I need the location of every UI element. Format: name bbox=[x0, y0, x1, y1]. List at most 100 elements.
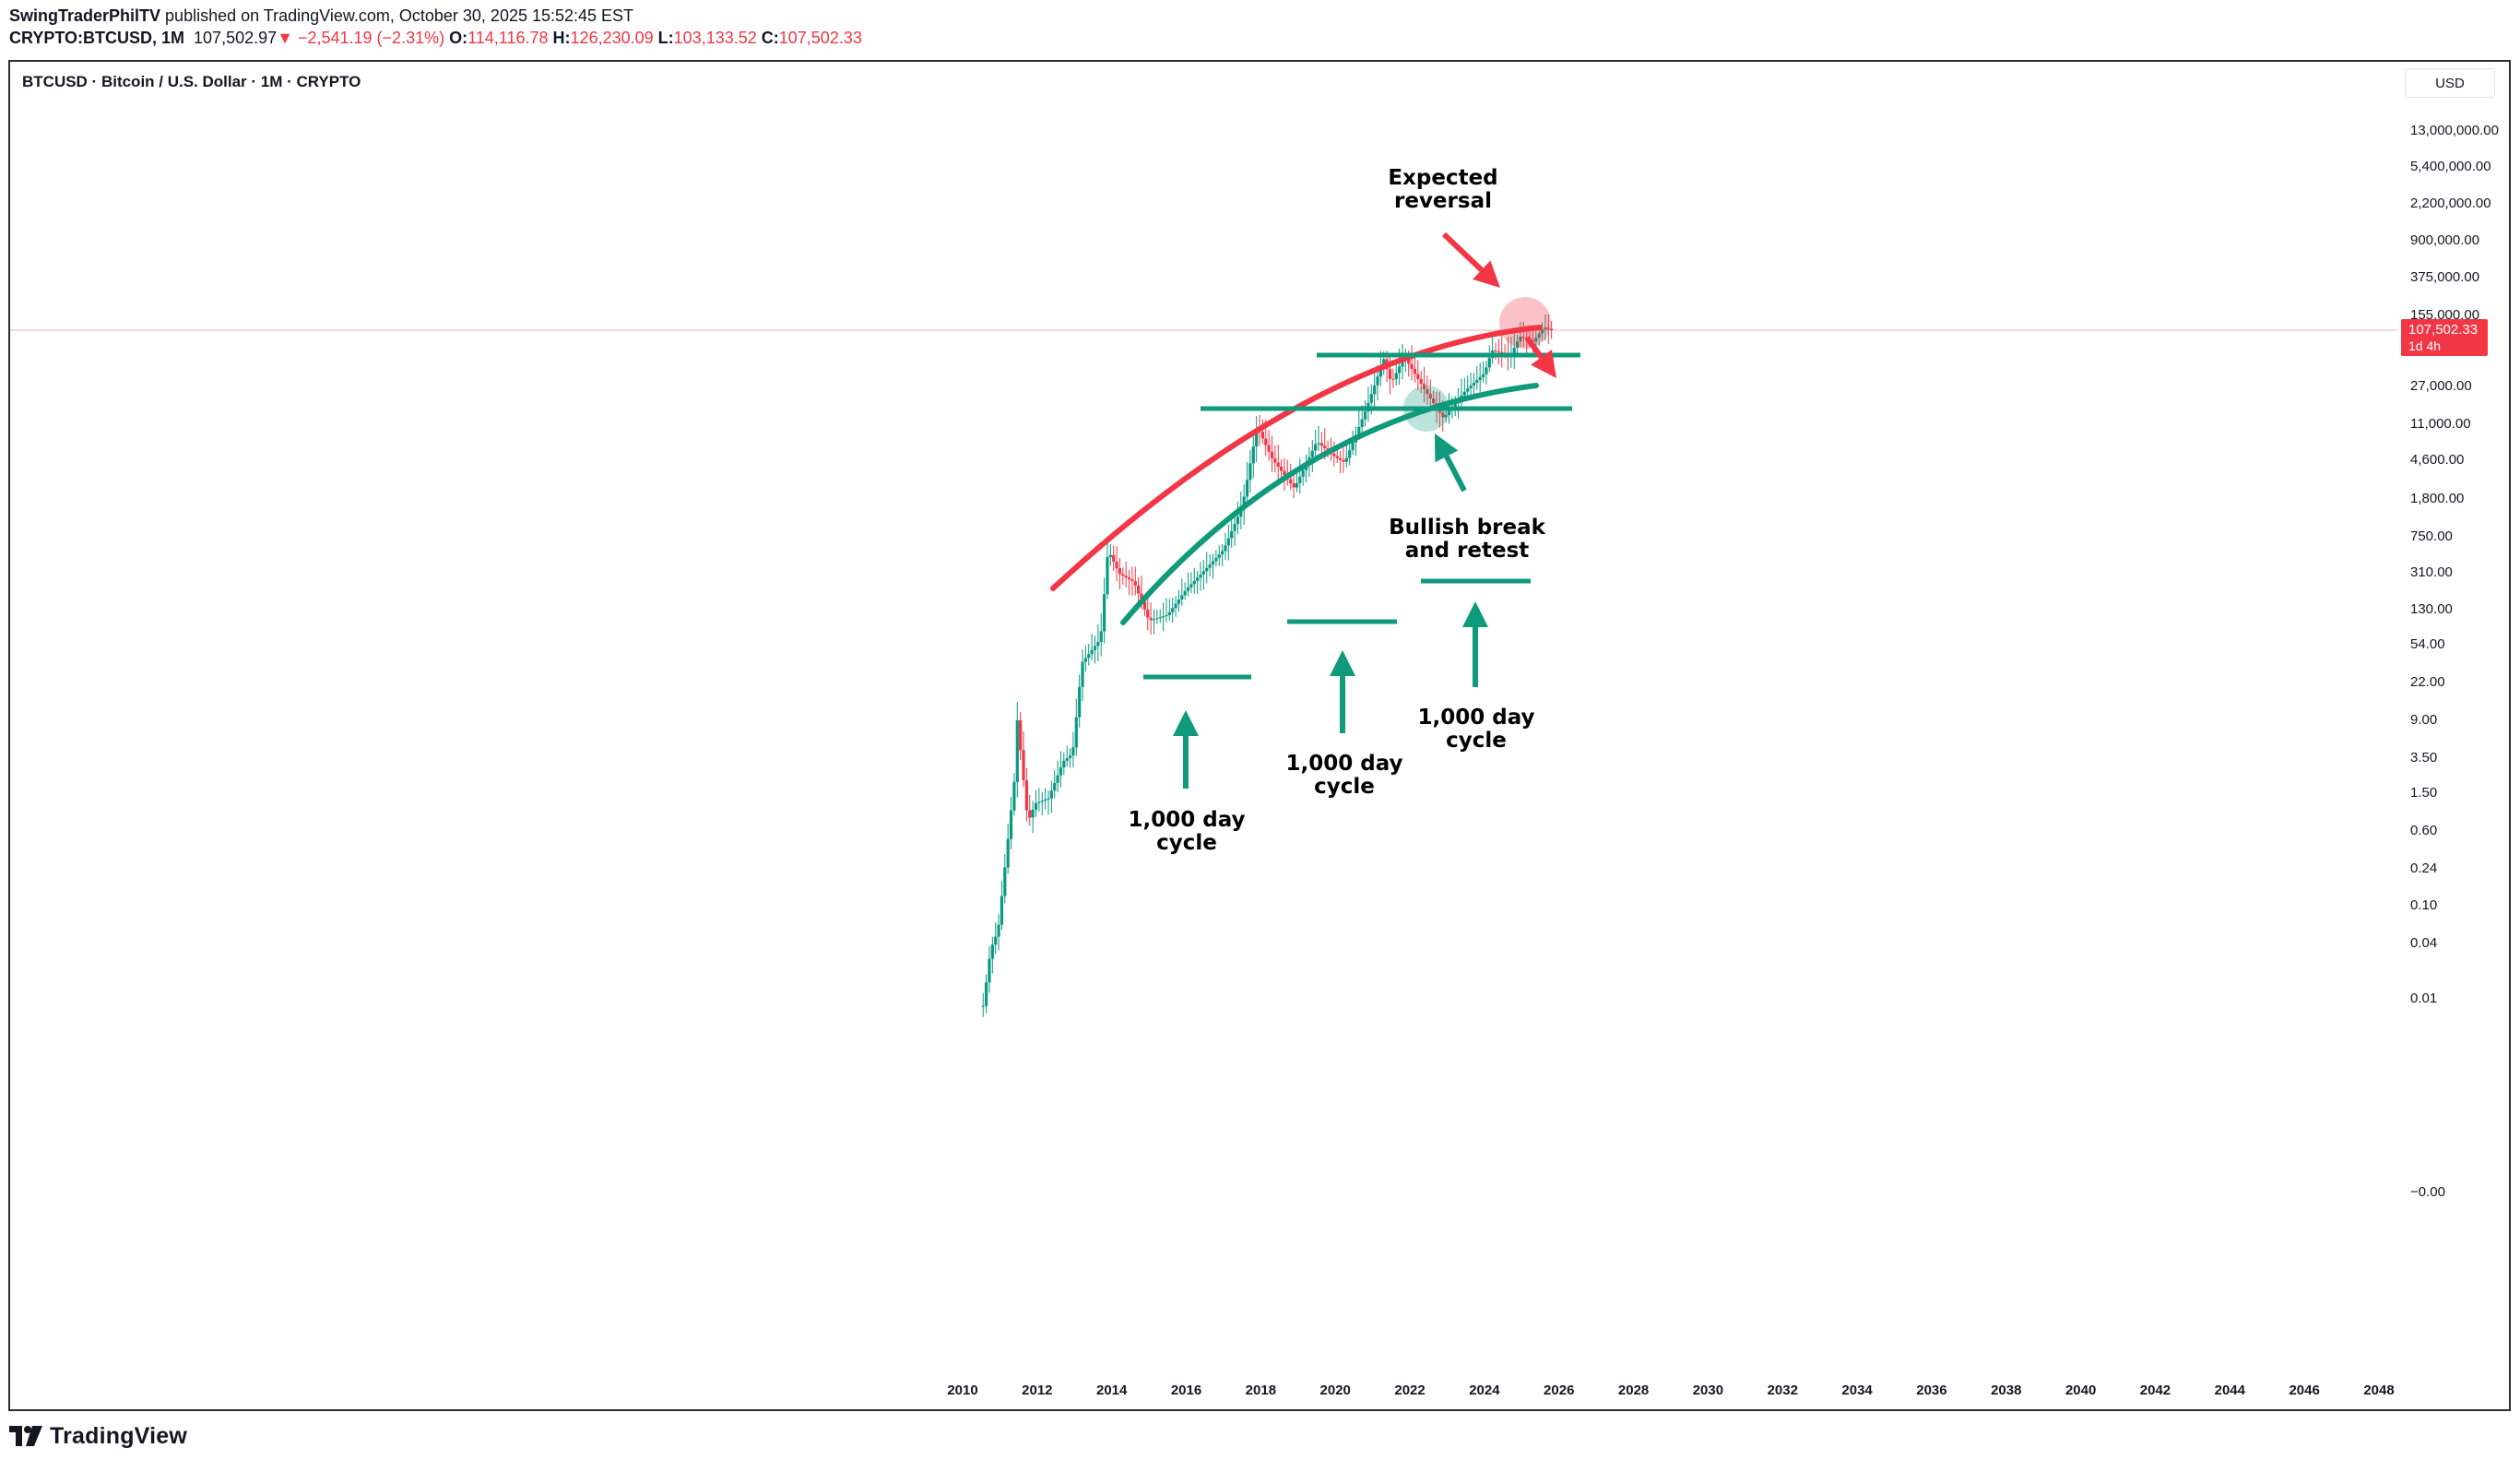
candle-body bbox=[1071, 747, 1075, 756]
published-text: published on TradingView.com, October 30… bbox=[165, 6, 634, 25]
y-tick-label: 27,000.00 bbox=[2410, 378, 2472, 394]
candle-body bbox=[1037, 801, 1041, 803]
close-label: C: bbox=[761, 29, 779, 47]
candle-body bbox=[1391, 378, 1395, 380]
candle-body bbox=[1208, 564, 1212, 568]
candle-body bbox=[1512, 348, 1516, 354]
candle-body bbox=[1108, 554, 1112, 558]
candle-body bbox=[1494, 350, 1497, 352]
annotation-text: 1,000 day cycle bbox=[1417, 706, 1534, 753]
candle-body bbox=[1236, 516, 1240, 525]
currency-button[interactable]: USD bbox=[2405, 68, 2495, 98]
down-triangle-icon: ▼ bbox=[277, 29, 293, 47]
candle-body bbox=[1447, 410, 1451, 415]
annotation-text: 1,000 day cycle bbox=[1128, 808, 1245, 855]
candle-body bbox=[1416, 374, 1420, 379]
open-value: 114,116.78 bbox=[467, 29, 549, 47]
candle-body bbox=[1142, 601, 1146, 610]
ohlc-header: CRYPTO:BTCUSD, 1M 107,502.97▼ −2,541.19 … bbox=[9, 28, 862, 48]
candle-body bbox=[1521, 337, 1525, 338]
candle-body bbox=[1078, 686, 1082, 718]
candle-body bbox=[1466, 388, 1470, 392]
candle-body bbox=[1422, 384, 1426, 389]
x-tick-label: 2020 bbox=[1320, 1383, 1351, 1398]
y-tick-label: 54.00 bbox=[2410, 636, 2445, 652]
candle-body bbox=[1099, 631, 1103, 643]
price-change: −2,541.19 (−2.31%) bbox=[297, 29, 445, 47]
candle-body bbox=[1540, 329, 1544, 334]
candle-body bbox=[1205, 567, 1209, 572]
candle-body bbox=[997, 924, 1000, 937]
candle-body bbox=[1497, 350, 1500, 352]
resistance-arc bbox=[1050, 325, 1543, 591]
open-label: O: bbox=[449, 29, 468, 47]
candle-body bbox=[1369, 394, 1373, 403]
candle-body bbox=[1167, 611, 1171, 615]
candle-body bbox=[1335, 456, 1339, 458]
candle-body bbox=[988, 958, 991, 983]
x-tick-label: 2036 bbox=[1916, 1383, 1946, 1398]
y-tick-label: 0.01 bbox=[2410, 991, 2437, 1006]
author-name[interactable]: SwingTraderPhilTV bbox=[9, 6, 161, 25]
candle-body bbox=[1180, 595, 1184, 599]
candle-body bbox=[1260, 432, 1264, 439]
candle-body bbox=[1118, 568, 1122, 575]
candle-body bbox=[985, 982, 988, 1006]
y-tick-label: 0.04 bbox=[2410, 935, 2437, 951]
candle-body bbox=[1192, 580, 1196, 585]
candle-body bbox=[1348, 450, 1352, 458]
cycle-arrow-3 bbox=[1462, 601, 1488, 687]
candle-body bbox=[1478, 376, 1482, 380]
last-price: 107,502.97 bbox=[194, 29, 278, 47]
candle-body bbox=[1376, 376, 1379, 386]
tradingview-brand: TradingView bbox=[50, 1422, 188, 1449]
candle-body bbox=[1115, 562, 1118, 569]
candle-body bbox=[981, 1005, 985, 1007]
candle-body bbox=[1049, 790, 1053, 799]
candle-body bbox=[1344, 457, 1348, 462]
candle-body bbox=[1500, 351, 1504, 353]
candle-body bbox=[1419, 378, 1423, 385]
y-tick-label: 3.50 bbox=[2410, 750, 2437, 766]
x-tick-label: 2026 bbox=[1544, 1383, 1574, 1398]
y-tick-label: 22.00 bbox=[2410, 674, 2445, 690]
candle-body bbox=[1096, 642, 1100, 647]
candle-body bbox=[1351, 442, 1355, 451]
x-tick-label: 2040 bbox=[2065, 1383, 2096, 1398]
candle-body bbox=[1342, 459, 1345, 462]
y-tick-label: 310.00 bbox=[2410, 564, 2453, 580]
candle-body bbox=[1413, 368, 1417, 374]
x-tick-label: 2042 bbox=[2140, 1383, 2171, 1398]
candle-body bbox=[1544, 327, 1547, 330]
candle-body bbox=[1230, 530, 1234, 539]
candle-body bbox=[1031, 809, 1035, 818]
candle-body bbox=[1239, 509, 1243, 517]
chart-frame[interactable] bbox=[8, 60, 2511, 1411]
chart-title: BTCUSD · Bitcoin / U.S. Dollar · 1M · CR… bbox=[22, 73, 361, 90]
candle-body bbox=[1534, 338, 1538, 342]
candle-body bbox=[1432, 398, 1436, 404]
x-tick-label: 2018 bbox=[1246, 1383, 1276, 1398]
candle-body bbox=[1165, 614, 1168, 617]
candle-body bbox=[1028, 810, 1032, 818]
x-tick-label: 2034 bbox=[1841, 1383, 1873, 1398]
candle-body bbox=[1357, 426, 1361, 435]
candle-body bbox=[1006, 838, 1010, 868]
y-tick-label: 155,000.00 bbox=[2410, 307, 2479, 323]
candle-body bbox=[1469, 386, 1473, 389]
candle-body bbox=[1056, 775, 1059, 783]
y-tick-label: 130.00 bbox=[2410, 601, 2453, 617]
candle-body bbox=[1472, 383, 1476, 386]
tradingview-logo[interactable]: TradingView bbox=[9, 1420, 187, 1452]
candle-body bbox=[1146, 609, 1150, 618]
y-tick-label: 2,200,000.00 bbox=[2410, 196, 2491, 211]
candle-body bbox=[1428, 394, 1432, 399]
y-tick-label: 0.24 bbox=[2410, 861, 2437, 876]
reversal-highlight bbox=[1499, 297, 1551, 349]
candle-body bbox=[1044, 799, 1047, 801]
candle-body bbox=[1481, 374, 1485, 377]
support-arc bbox=[1120, 383, 1539, 625]
y-tick-label: 0.10 bbox=[2410, 897, 2437, 913]
reversal-arrow bbox=[1441, 231, 1500, 288]
